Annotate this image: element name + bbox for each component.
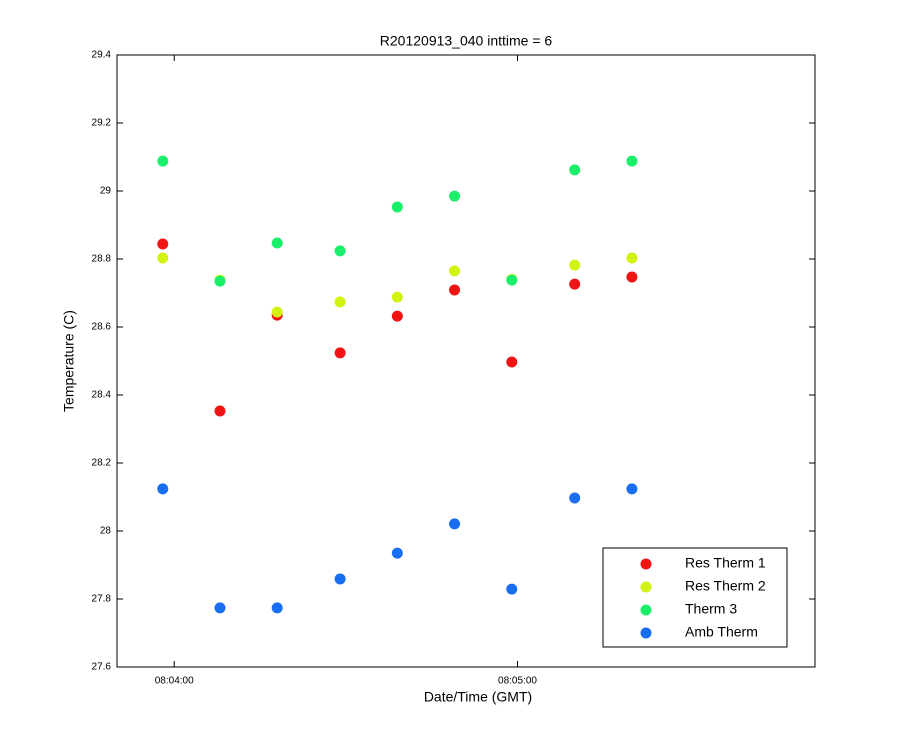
data-point [449,190,461,202]
y-tick-label: 28 [100,526,112,537]
data-point [157,252,169,264]
data-point [626,271,638,283]
y-tick-label: 27.8 [92,594,112,605]
legend-marker [640,581,652,593]
x-tick-label: 08:05:00 [498,676,537,687]
data-point [569,259,581,271]
legend-marker [640,604,652,616]
y-tick-label: 28.2 [92,458,112,469]
data-point [157,483,169,495]
data-point [214,275,226,287]
data-point [271,602,283,614]
y-tick-label: 29.4 [92,50,112,61]
y-tick-label: 28.6 [92,322,112,333]
data-point [449,518,461,530]
y-tick-label: 28.4 [92,390,112,401]
data-point [157,238,169,250]
legend-label: Amb Therm [685,624,758,640]
legend-box [602,547,788,648]
chart-title: R20120913_040 inttime = 6 [380,33,553,49]
data-point [626,155,638,167]
legend-label: Res Therm 1 [685,555,766,571]
data-point [334,347,346,359]
data-point [569,492,581,504]
data-point [391,547,403,559]
y-tick-label: 27.6 [92,662,112,673]
legend-label: Therm 3 [685,601,737,617]
y-tick-label: 28.8 [92,254,112,265]
data-point [569,164,581,176]
data-point [334,573,346,585]
data-point [157,155,169,167]
data-point [449,265,461,277]
data-point [391,310,403,322]
x-axis-label: Date/Time (GMT) [424,689,532,705]
y-tick-label: 29.2 [92,118,112,129]
data-point [506,583,518,595]
data-point [626,483,638,495]
data-point [334,296,346,308]
x-tick-label: 08:04:00 [155,676,194,687]
data-point [214,602,226,614]
data-point [506,356,518,368]
data-point [391,201,403,213]
y-tick-label: 29 [100,186,112,197]
data-point [569,278,581,290]
y-axis-label: Temperature (C) [61,310,77,412]
legend-marker [640,627,652,639]
legend-marker [640,558,652,570]
data-point [334,245,346,257]
data-point [271,306,283,318]
data-point [391,291,403,303]
data-point [214,405,226,417]
legend-label: Res Therm 2 [685,578,766,594]
data-point [506,274,518,286]
data-point [271,237,283,249]
data-point [626,252,638,264]
data-point [449,284,461,296]
